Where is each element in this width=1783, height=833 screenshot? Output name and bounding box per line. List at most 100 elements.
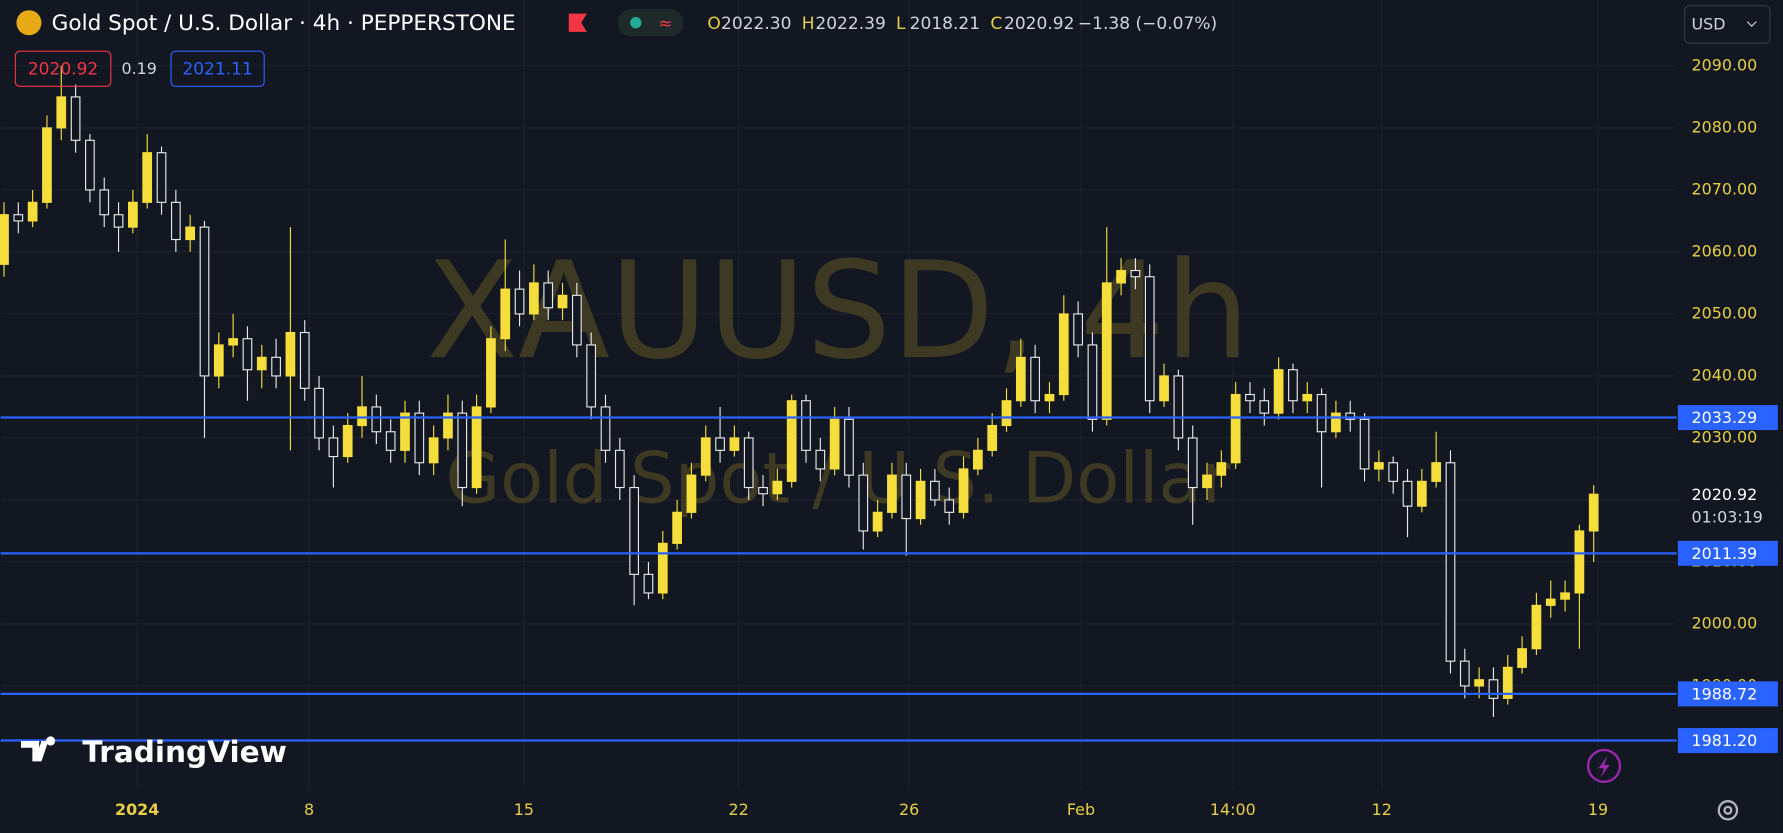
candle-body: [142, 152, 153, 203]
candle-body: [357, 406, 367, 427]
candle-body: [1044, 393, 1055, 402]
buy-price[interactable]: 2021.11: [182, 59, 252, 79]
price-label: 2033.29: [1692, 408, 1758, 427]
last-price-box: [1677, 480, 1778, 527]
candle-body: [1288, 369, 1298, 402]
candle-body: [1445, 462, 1456, 662]
candle-body: [801, 400, 811, 451]
candle-body: [1474, 679, 1484, 687]
candle-body: [328, 437, 339, 458]
candle-body: [1345, 412, 1356, 420]
candle-body: [972, 449, 983, 470]
y-tick-label: 2030.00: [1692, 427, 1758, 446]
candle-body: [1402, 480, 1413, 507]
candle-body: [743, 437, 754, 489]
currency[interactable]: USD: [1692, 15, 1726, 34]
candle-body: [228, 338, 238, 346]
candle-body: [1087, 344, 1098, 420]
candle-body: [299, 331, 310, 389]
candle-body: [371, 406, 382, 433]
candle-body: [1502, 666, 1513, 699]
candle-body: [170, 201, 181, 241]
candle-body: [786, 400, 797, 482]
candle-body: [643, 573, 654, 594]
candle-body: [471, 406, 482, 489]
candle-body: [1316, 393, 1327, 433]
candle-body: [1374, 462, 1384, 470]
grid: [0, 0, 1677, 790]
candle-body: [1273, 369, 1284, 414]
candle-body: [1173, 375, 1184, 439]
bolt: [1598, 755, 1610, 778]
currency-select[interactable]: [1684, 5, 1771, 44]
dropdown-arrow: [1746, 21, 1757, 27]
ohlc-legend: O 2022.30 H 2022.39 L 2018.21 C 2020.92: [707, 14, 1074, 34]
candle-body: [944, 499, 955, 513]
x-tick-label: 26: [899, 800, 919, 819]
price-label: 1988.72: [1692, 685, 1758, 704]
candle-body: [99, 189, 110, 216]
legend-value: 2020.92: [1004, 14, 1074, 34]
price-label-box: [1677, 405, 1778, 431]
settings-icon[interactable]: [1717, 800, 1739, 821]
candle-body: [1531, 604, 1542, 650]
y-tick-label: 2040.00: [1692, 365, 1758, 384]
candle-body: [987, 424, 998, 451]
legend-key: L: [896, 14, 906, 34]
candle-body: [1388, 462, 1399, 482]
status-pill[interactable]: [617, 9, 684, 37]
sell-button[interactable]: [14, 50, 112, 87]
candle-body: [1130, 269, 1141, 278]
candle-body: [829, 418, 840, 470]
candle-body: [500, 288, 511, 340]
candle-body: [70, 96, 81, 141]
buy-button[interactable]: [170, 50, 265, 87]
status-icon: ≈: [658, 14, 672, 34]
candle-body: [629, 486, 640, 575]
market-open-dot: [630, 17, 642, 29]
candle-body: [1058, 313, 1069, 396]
candle-body: [1588, 493, 1599, 532]
candle-body: [1416, 480, 1427, 507]
candle-body: [457, 412, 468, 489]
candle-body: [13, 214, 24, 222]
last-price: 2020.92: [1692, 485, 1758, 504]
logo[interactable]: TradingView: [82, 735, 287, 769]
watermark-symbol: XAUUSD, 4h: [426, 233, 1250, 389]
logo-icon: [20, 736, 56, 762]
legend-key: H: [802, 14, 815, 34]
settings-center: [1723, 805, 1733, 815]
candle-body: [443, 412, 453, 439]
candle-body: [1159, 375, 1169, 402]
price-label: 2011.39: [1692, 544, 1758, 563]
candle-body: [242, 338, 253, 371]
candle-body: [915, 480, 926, 520]
flag-icon[interactable]: [568, 13, 587, 32]
candle-body: [1030, 356, 1041, 402]
candle-body: [1116, 269, 1126, 284]
legend-key: O: [707, 14, 720, 34]
y-tick-label: 2070.00: [1692, 179, 1758, 198]
symbol-title[interactable]: Gold Spot / U.S. Dollar · 4h · PEPPERSTO…: [52, 11, 516, 36]
candle-body: [1459, 660, 1470, 687]
sell-price[interactable]: 2020.92: [28, 59, 98, 79]
candle-body: [700, 437, 711, 476]
candle-body: [56, 96, 67, 129]
candle-body: [543, 282, 554, 309]
candle-body: [958, 468, 969, 513]
candle-body: [729, 437, 740, 451]
price-label-box: [1677, 540, 1778, 566]
y-tick-label: 2080.00: [1692, 117, 1758, 136]
alert-icon[interactable]: [1586, 748, 1622, 783]
overlay: 1990.002000.002010.002020.002030.002040.…: [0, 55, 1778, 819]
candle-body: [414, 412, 425, 464]
candle-body: [600, 406, 611, 451]
candle-body: [1431, 462, 1442, 482]
candle-body: [872, 511, 883, 532]
x-tick-label: 22: [729, 800, 749, 819]
candle-body: [815, 449, 826, 470]
candle-body: [1202, 474, 1212, 489]
candle-body: [0, 214, 9, 265]
candle-body: [1331, 412, 1341, 433]
